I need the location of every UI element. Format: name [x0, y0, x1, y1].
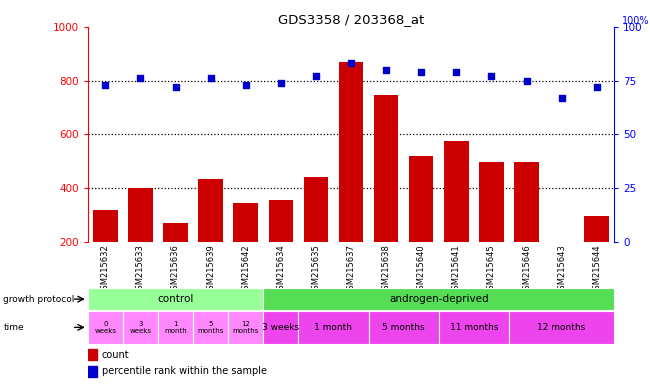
Bar: [374, 95, 398, 242]
Point: [311, 73, 321, 79]
Text: 12 months: 12 months: [538, 323, 586, 332]
Point: [100, 82, 110, 88]
Bar: [298, 311, 369, 344]
Text: GSM215634: GSM215634: [276, 244, 285, 295]
Text: GSM215637: GSM215637: [346, 244, 356, 295]
Point: [486, 73, 497, 79]
Text: time: time: [3, 323, 24, 332]
Bar: [88, 311, 123, 344]
Text: GSM215643: GSM215643: [557, 244, 566, 295]
Point: [276, 80, 286, 86]
Text: GSM215645: GSM215645: [487, 244, 496, 295]
Text: GSM215635: GSM215635: [311, 244, 320, 295]
Text: 100%: 100%: [622, 16, 649, 26]
Text: control: control: [157, 294, 194, 304]
Text: androgen-deprived: androgen-deprived: [389, 294, 489, 304]
Text: 3 weeks: 3 weeks: [262, 323, 300, 332]
Text: 5
months: 5 months: [198, 321, 224, 334]
Text: 3
weeks: 3 weeks: [129, 321, 151, 334]
Text: GSM215644: GSM215644: [592, 244, 601, 295]
Text: GSM215639: GSM215639: [206, 244, 215, 295]
Bar: [509, 311, 614, 344]
Bar: [304, 177, 328, 242]
Bar: [584, 217, 609, 242]
Bar: [228, 311, 263, 344]
Bar: [128, 188, 153, 242]
Bar: [158, 311, 193, 344]
Text: GSM215641: GSM215641: [452, 244, 461, 295]
Bar: [409, 156, 434, 242]
Text: GSM215640: GSM215640: [417, 244, 426, 295]
Bar: [263, 288, 614, 310]
Point: [592, 84, 602, 90]
Text: GSM215638: GSM215638: [382, 244, 391, 295]
Text: GSM215642: GSM215642: [241, 244, 250, 295]
Text: 1 month: 1 month: [315, 323, 352, 332]
Text: 11 months: 11 months: [450, 323, 498, 332]
Text: GSM215636: GSM215636: [171, 244, 180, 295]
Point: [205, 75, 216, 81]
Bar: [198, 179, 223, 242]
Text: GSM215646: GSM215646: [522, 244, 531, 295]
Bar: [163, 223, 188, 242]
Bar: [88, 349, 97, 360]
Bar: [514, 162, 539, 242]
Point: [521, 78, 532, 84]
Bar: [233, 203, 258, 242]
Bar: [339, 62, 363, 242]
Text: 0
weeks: 0 weeks: [94, 321, 116, 334]
Bar: [88, 288, 263, 310]
Bar: [439, 311, 509, 344]
Point: [451, 69, 462, 75]
Bar: [263, 311, 298, 344]
Bar: [123, 311, 158, 344]
Bar: [88, 366, 97, 377]
Text: GSM215632: GSM215632: [101, 244, 110, 295]
Bar: [268, 200, 293, 242]
Text: count: count: [102, 349, 129, 359]
Title: GDS3358 / 203368_at: GDS3358 / 203368_at: [278, 13, 424, 26]
Bar: [479, 162, 504, 242]
Bar: [93, 210, 118, 242]
Point: [240, 82, 251, 88]
Text: 12
months: 12 months: [233, 321, 259, 334]
Point: [416, 69, 426, 75]
Text: 5 months: 5 months: [382, 323, 425, 332]
Point: [381, 67, 391, 73]
Text: 1
month: 1 month: [164, 321, 187, 334]
Text: growth protocol: growth protocol: [3, 295, 75, 304]
Bar: [369, 311, 439, 344]
Text: percentile rank within the sample: percentile rank within the sample: [102, 366, 267, 376]
Point: [135, 75, 146, 81]
Point: [346, 60, 356, 66]
Text: GSM215633: GSM215633: [136, 244, 145, 295]
Point: [170, 84, 181, 90]
Point: [556, 95, 567, 101]
Bar: [444, 141, 469, 242]
Bar: [193, 311, 228, 344]
